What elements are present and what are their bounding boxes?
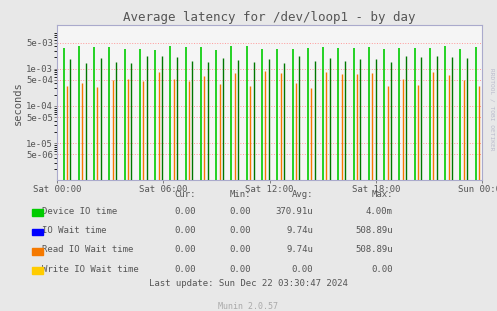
Text: 0.00: 0.00 [175, 226, 196, 235]
Text: 9.74u: 9.74u [286, 226, 313, 235]
Text: 0.00: 0.00 [230, 226, 251, 235]
Text: RRDTOOL / TOBI OETIKER: RRDTOOL / TOBI OETIKER [490, 67, 495, 150]
Text: Cur:: Cur: [175, 190, 196, 199]
Text: Max:: Max: [371, 190, 393, 199]
Y-axis label: seconds: seconds [13, 81, 23, 124]
Text: 0.00: 0.00 [230, 207, 251, 216]
Text: 508.89u: 508.89u [355, 226, 393, 235]
Text: 0.00: 0.00 [175, 207, 196, 216]
Text: Munin 2.0.57: Munin 2.0.57 [219, 302, 278, 311]
Text: 0.00: 0.00 [175, 245, 196, 254]
Text: 0.00: 0.00 [175, 264, 196, 273]
Text: Device IO time: Device IO time [42, 207, 117, 216]
Text: Min:: Min: [230, 190, 251, 199]
Text: 4.00m: 4.00m [366, 207, 393, 216]
Text: Write IO Wait time: Write IO Wait time [42, 264, 139, 273]
Text: 508.89u: 508.89u [355, 245, 393, 254]
Text: 370.91u: 370.91u [275, 207, 313, 216]
Title: Average latency for /dev/loop1 - by day: Average latency for /dev/loop1 - by day [123, 11, 416, 24]
Text: Last update: Sun Dec 22 03:30:47 2024: Last update: Sun Dec 22 03:30:47 2024 [149, 279, 348, 288]
Text: Read IO Wait time: Read IO Wait time [42, 245, 134, 254]
Text: 9.74u: 9.74u [286, 245, 313, 254]
Text: 0.00: 0.00 [371, 264, 393, 273]
Text: 0.00: 0.00 [292, 264, 313, 273]
Text: 0.00: 0.00 [230, 245, 251, 254]
Text: IO Wait time: IO Wait time [42, 226, 107, 235]
Text: Avg:: Avg: [292, 190, 313, 199]
Text: 0.00: 0.00 [230, 264, 251, 273]
